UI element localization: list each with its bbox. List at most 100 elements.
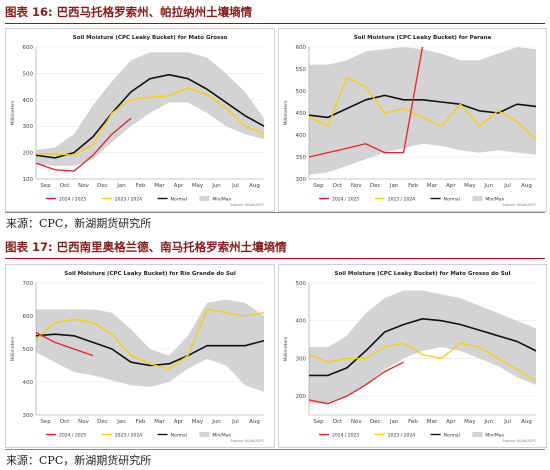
series-line-current [308,361,404,405]
y-tick-label: 100 [23,177,34,183]
x-tick-label: Jan [389,183,399,189]
legend-item-minmax: Min/Max [472,196,505,203]
x-tick-label: Apr [446,183,456,189]
x-tick-label: Nov [78,419,89,425]
divider [5,212,545,213]
chart-panel-mato-grosso-do-sul: Soil Moisture (CPC Leaky Bucket) for Mat… [278,264,547,448]
legend-label: Min/Max [212,197,231,203]
y-tick-label: 200 [296,394,307,400]
y-tick-label: 450 [296,111,307,117]
x-tick-label: Oct [60,183,70,189]
y-tick-label: 300 [23,124,34,130]
series-line-current [35,117,132,172]
legend-item-previous: 2023 / 2024 [101,197,142,203]
x-tick-label: Jul [231,419,239,425]
legend: 2024 / 2025 2023 / 2024 Normal Min/Max [46,432,232,439]
x-tick-label: Jan [116,183,126,189]
legend-item-previous: 2023 / 2024 [374,197,415,203]
y-tick-label: 400 [296,319,307,325]
series-line-current [35,331,94,357]
source-note-2: 来源：CPC，新湖期货研究所 [6,454,152,467]
series-line-current [308,46,424,158]
x-tick-label: Sep [313,183,324,189]
legend-label: Min/Max [485,433,504,439]
x-tick-label: Jun [483,183,493,189]
x-tick-label: Dec [370,419,381,425]
legend-item-current: 2024 / 2025 [319,197,359,203]
x-tick-label: Mar [154,419,165,425]
chart-mato-grosso-do-sul: Soil Moisture (CPC Leaky Bucket) for Mat… [283,271,537,443]
legend-label: 2023 / 2024 [115,197,142,203]
series-line-previous [36,87,265,156]
legend: 2024 / 2025 2023 / 2024 Normal Min/Max [319,432,505,439]
legend-label: Min/Max [485,197,504,203]
legend-item-current: 2024 / 2025 [46,197,86,203]
x-tick-label: Aug [521,183,532,189]
x-tick-label: Feb [136,419,146,425]
y-tick-label: 500 [296,89,307,95]
legend-label: Normal [171,433,187,439]
y-axis-label: Millimeters [283,100,289,125]
legend-item-previous: 2023 / 2024 [101,433,142,439]
y-tick-label: 500 [23,347,34,353]
chart-source-note: Source: NOAA/CPC [230,203,264,207]
chart-panel-mato-grosso: Soil Moisture (CPC Leaky Bucket) for Mat… [5,28,275,212]
x-tick-label: Feb [408,419,418,425]
figure-label: 图表 [5,240,28,254]
x-tick-label: May [192,183,204,189]
legend-label: Normal [171,197,187,203]
y-tick-label: 200 [23,151,34,157]
chart-parana: Soil Moisture (CPC Leaky Bucket) for Par… [283,35,537,207]
x-tick-label: Aug [249,419,260,425]
x-tick-label: Feb [408,183,418,189]
chart-panel-parana: Soil Moisture (CPC Leaky Bucket) for Par… [278,28,547,212]
x-tick-label: Oct [60,419,70,425]
figure-number: 17: [32,240,53,254]
chart-source-note: Source: NOAA/CPC [502,203,536,207]
legend-label: 2024 / 2025 [332,197,359,203]
x-tick-label: Dec [370,183,381,189]
chart-title: Soil Moisture (CPC Leaky Bucket) for Mat… [73,35,228,41]
figure-label: 图表 [5,5,28,19]
series-line-previous [308,342,537,382]
x-tick-label: May [464,419,476,425]
x-tick-label: Nov [351,419,362,425]
x-tick-label: Jul [231,183,239,189]
legend-label: Normal [444,197,460,203]
y-tick-label: 400 [296,133,307,139]
x-tick-label: Mar [154,183,165,189]
legend-label: 2023 / 2024 [388,197,415,203]
legend-item-current: 2024 / 2025 [46,433,86,439]
y-tick-label: 300 [296,177,307,183]
legend-item-normal: Normal [157,197,187,203]
x-tick-label: Apr [446,419,456,425]
legend: 2024 / 2025 2023 / 2024 Normal Min/Max [319,196,505,203]
x-tick-label: Feb [136,183,146,189]
chart-title: Soil Moisture (CPC Leaky Bucket) for Par… [354,35,492,41]
legend-label: 2024 / 2025 [59,433,86,439]
x-tick-label: Sep [40,183,51,189]
legend-label: 2023 / 2024 [115,433,142,439]
x-tick-label: Apr [174,419,184,425]
legend: 2024 / 2025 2023 / 2024 Normal Min/Max [46,196,232,203]
x-tick-label: Jun [211,183,221,189]
y-tick-label: 550 [296,67,307,73]
legend-label: Min/Max [212,433,231,439]
chart-title: Soil Moisture (CPC Leaky Bucket) for Mat… [335,271,511,277]
minmax-band [309,47,536,175]
x-tick-label: May [464,183,476,189]
legend-swatch [472,196,483,201]
legend-label: 2024 / 2025 [332,433,359,439]
divider [5,449,545,450]
x-tick-label: Aug [521,419,532,425]
legend-item-normal: Normal [157,433,187,439]
series-line-previous [35,308,265,370]
x-tick-label: Nov [78,183,89,189]
y-tick-label: 400 [23,98,34,104]
series-line-normal [308,94,537,119]
series-line-previous [308,77,537,140]
legend-item-normal: Normal [430,433,460,439]
legend-item-previous: 2023 / 2024 [374,433,415,439]
y-tick-label: 700 [23,281,34,287]
legend-swatch [199,196,210,201]
